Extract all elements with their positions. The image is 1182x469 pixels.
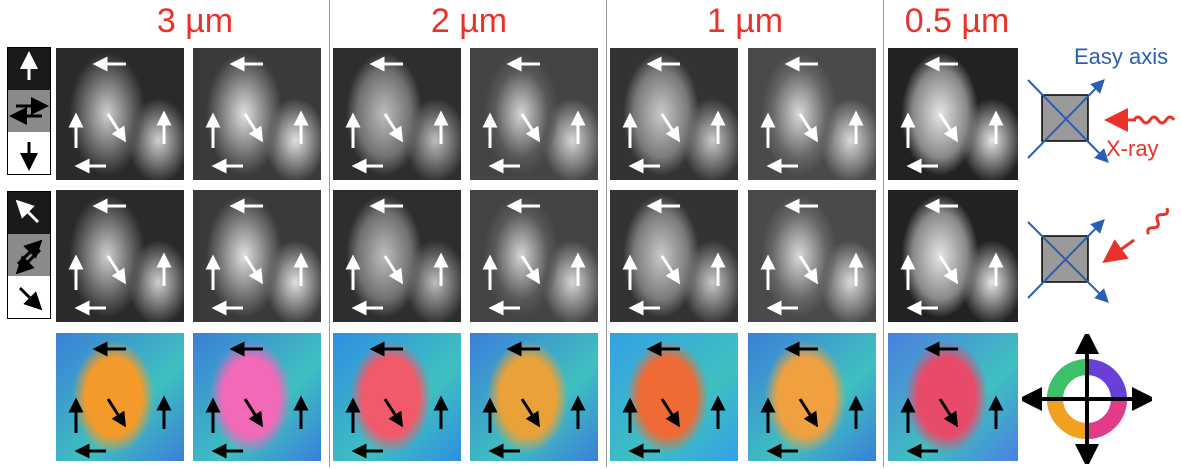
- color-wheel-icon: [1018, 330, 1156, 468]
- up-left-arrow-icon: [8, 192, 50, 234]
- magnetization-arrow: [520, 255, 541, 285]
- down-right-arrow-icon: [8, 276, 50, 318]
- microscopy-panel: [333, 333, 461, 461]
- microscopy-panel: [193, 190, 321, 322]
- magnetization-arrow: [106, 398, 127, 428]
- title-05um: 0.5 µm: [904, 2, 1010, 40]
- microscopy-panel: [610, 333, 738, 461]
- magnetization-arrow: [106, 255, 127, 285]
- title-1um: 1 µm: [706, 2, 784, 40]
- magnetization-arrow: [938, 113, 959, 143]
- microscopy-panel: [748, 333, 876, 461]
- separator-2: [606, 0, 607, 467]
- magnetization-arrow: [798, 398, 819, 428]
- easy-axis-label: Easy axis: [1074, 44, 1169, 69]
- magnetization-arrow: [938, 255, 959, 285]
- separator-1: [329, 0, 330, 467]
- microscopy-panel: [470, 48, 598, 180]
- microscopy-panel: [56, 190, 184, 322]
- microscopy-panel: [333, 48, 461, 180]
- separator-3: [883, 0, 884, 467]
- magnetization-arrow: [106, 113, 127, 143]
- xray-label: X-ray: [1106, 136, 1159, 161]
- down-arrow-icon: [8, 132, 50, 174]
- microscopy-panel: [193, 48, 321, 180]
- microscopy-panel: [193, 333, 321, 461]
- microscopy-panel: [610, 190, 738, 322]
- easy-axis-diagram-row1: [1016, 40, 1182, 180]
- microscopy-panel: [888, 48, 1018, 180]
- magnetization-arrow: [520, 398, 541, 428]
- legend-box-row1: [7, 47, 51, 175]
- microscopy-panel: [56, 333, 184, 461]
- up-arrow-icon: [8, 48, 50, 90]
- magnetization-arrow: [660, 398, 681, 428]
- microscopy-panel: [333, 190, 461, 322]
- legend-box-row2: [7, 191, 51, 319]
- microscopy-panel: [888, 333, 1018, 461]
- title-3um: 3 µm: [156, 2, 234, 40]
- left-right-arrows-icon: [8, 90, 50, 132]
- magnetization-arrow: [938, 398, 959, 428]
- magnetization-arrow: [660, 255, 681, 285]
- easy-axis-diagram-row2: [1016, 190, 1182, 320]
- title-2um: 2 µm: [430, 2, 508, 40]
- magnetization-arrow: [798, 113, 819, 143]
- magnetization-arrow: [243, 398, 264, 428]
- microscopy-panel: [748, 48, 876, 180]
- magnetization-arrow: [383, 113, 404, 143]
- magnetization-arrow: [660, 113, 681, 143]
- microscopy-panel: [888, 190, 1018, 322]
- magnetization-arrow: [243, 113, 264, 143]
- magnetization-arrow: [798, 255, 819, 285]
- magnetization-arrow: [383, 255, 404, 285]
- diagonal-arrows-icon: [8, 234, 50, 276]
- magnetization-arrow: [243, 255, 264, 285]
- magnetization-arrow: [383, 398, 404, 428]
- microscopy-panel: [470, 333, 598, 461]
- microscopy-panel: [610, 48, 738, 180]
- microscopy-panel: [56, 48, 184, 180]
- magnetization-arrow: [520, 113, 541, 143]
- microscopy-panel: [748, 190, 876, 322]
- microscopy-panel: [470, 190, 598, 322]
